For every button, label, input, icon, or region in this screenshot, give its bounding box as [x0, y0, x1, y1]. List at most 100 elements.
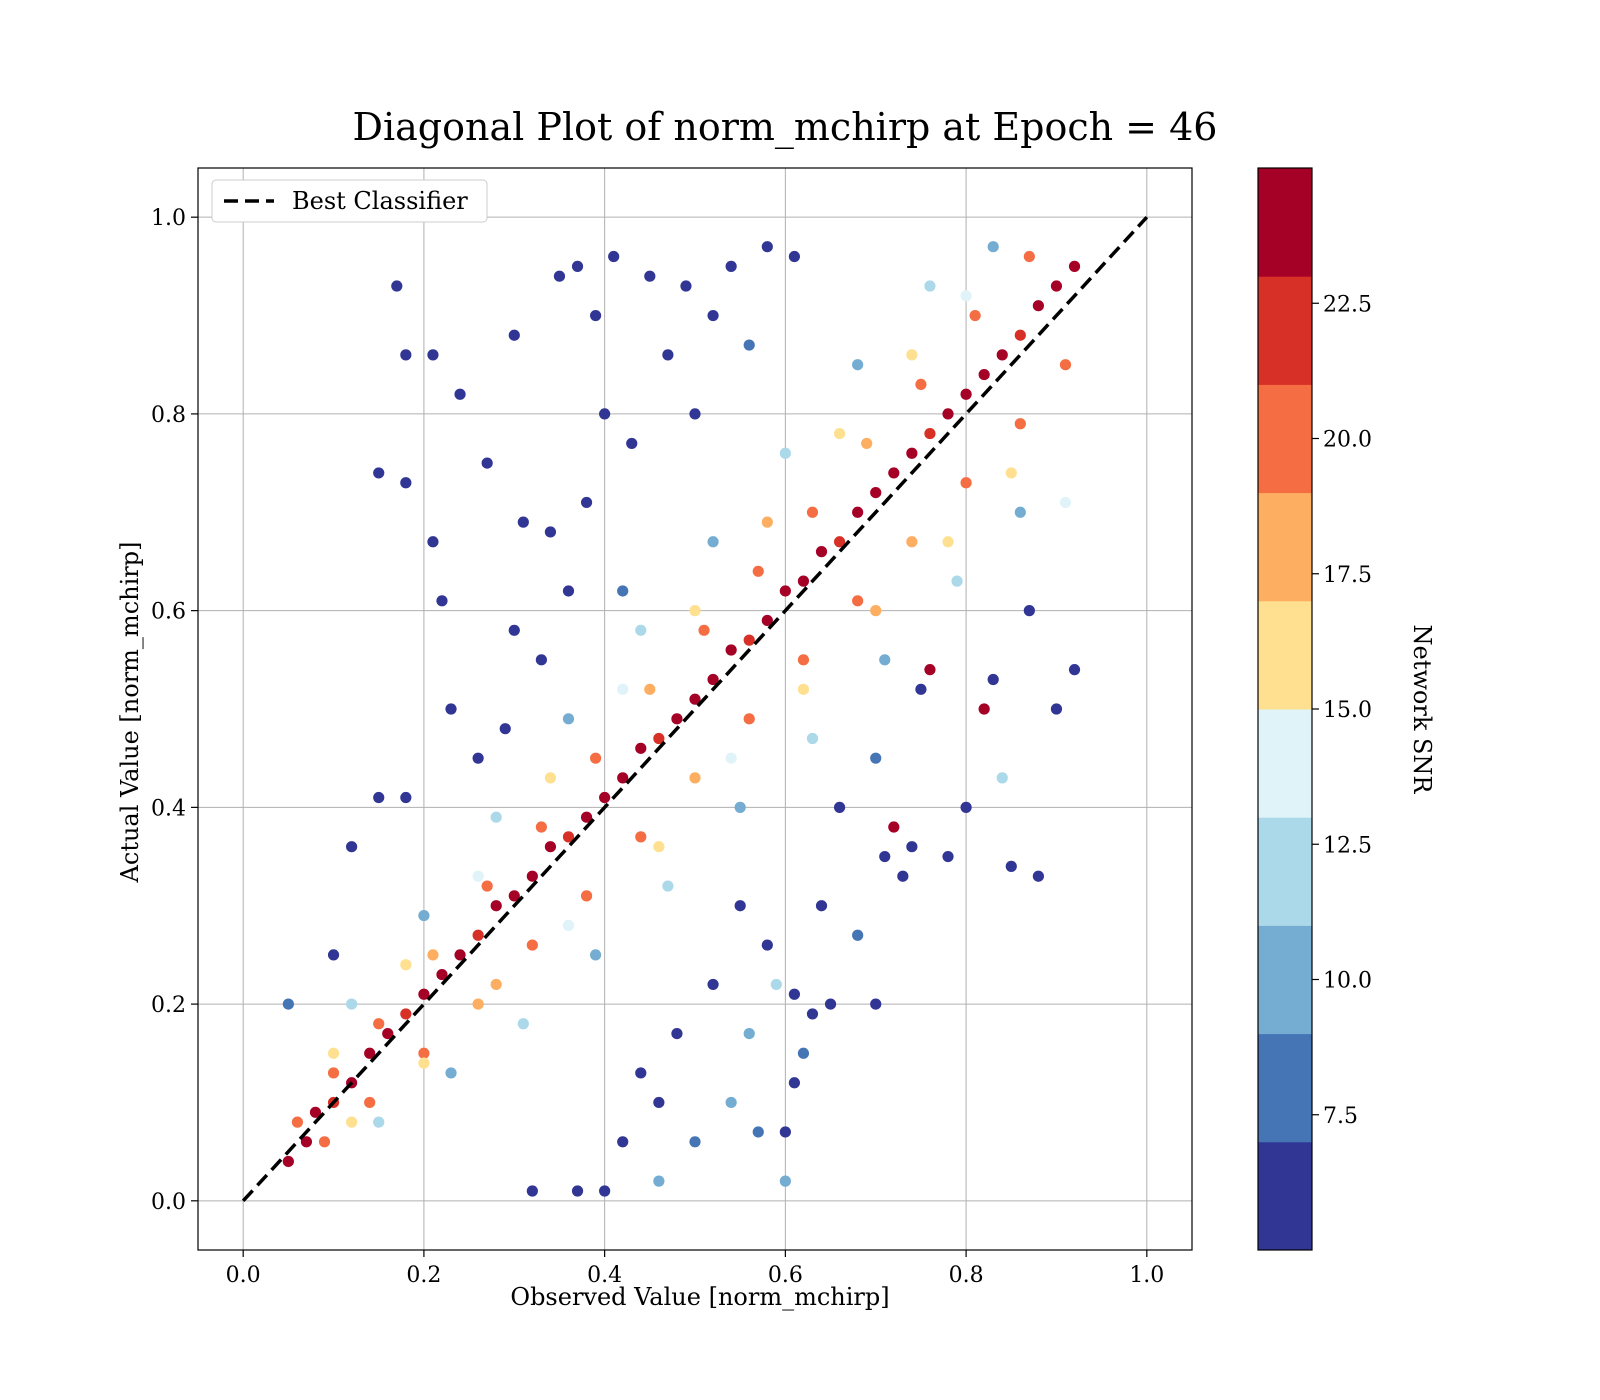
scatter-point: [508, 624, 520, 636]
scatter-point: [779, 447, 791, 459]
scatter-point: [562, 585, 575, 597]
y-tick-label: 1.0: [151, 206, 186, 231]
scatter-point: [960, 477, 972, 489]
legend-entry-label: Best Classifier: [292, 187, 468, 215]
scatter-point: [599, 791, 611, 804]
scatter-point: [562, 713, 575, 725]
scatter-point: [951, 575, 963, 587]
scatter-point: [427, 949, 439, 961]
colorbar-tick-label: 22.5: [1323, 292, 1372, 317]
scatter-point: [1050, 280, 1063, 292]
scatter-point: [942, 850, 954, 863]
scatter-point: [490, 811, 502, 823]
scatter-point: [743, 713, 755, 725]
scatter-point: [544, 526, 557, 538]
scatter-point: [833, 536, 846, 548]
scatter-point: [635, 1067, 647, 1079]
scatter-point: [644, 683, 656, 695]
scatter-point: [852, 359, 864, 371]
scatter-point: [671, 713, 683, 725]
scatter-point: [924, 280, 936, 292]
scatter-point: [346, 841, 358, 853]
scatter-point: [472, 998, 484, 1010]
scatter-point: [870, 752, 882, 764]
scatter-point: [707, 978, 719, 991]
scatter-point: [942, 536, 954, 548]
scatter-point: [960, 801, 972, 813]
scatter-point: [617, 683, 629, 695]
x-tick-label: 0.0: [226, 1263, 261, 1288]
scatter-point: [644, 270, 656, 282]
scatter-point: [1023, 250, 1035, 263]
scatter-point: [400, 477, 412, 489]
scatter-point: [391, 280, 403, 292]
scatter-point: [797, 575, 810, 587]
scatter-point: [526, 939, 538, 951]
scatter-point: [599, 408, 611, 420]
scatter-point: [571, 260, 584, 272]
scatter-point: [770, 978, 782, 991]
scatter-point: [472, 929, 484, 941]
scatter-point: [1014, 329, 1026, 341]
scatter-point: [1023, 605, 1035, 617]
scatter-point: [1005, 860, 1017, 872]
colorbar-band: [1258, 168, 1312, 277]
scatter-point: [590, 752, 602, 764]
scatter-point: [879, 654, 891, 666]
scatter-point: [915, 683, 927, 695]
scatter-point: [635, 624, 647, 636]
scatter-point: [942, 408, 954, 420]
colorbar-band: [1258, 276, 1312, 385]
scatter-point: [833, 801, 846, 813]
scatter-point: [535, 654, 547, 666]
y-axis-ticks: 0.0 0.2 0.4 0.6 0.8 1.0: [151, 206, 198, 1215]
scatter-point: [806, 732, 819, 745]
scatter-point: [580, 890, 593, 902]
scatter-point: [653, 1175, 665, 1187]
scatter-point: [806, 1008, 819, 1020]
colorbar-band: [1258, 1033, 1312, 1143]
colorbar: 7.5 10.0 12.5 15.0 17.5 20.0 22.5 Network SNR: [1257, 167, 1436, 1251]
scatter-point: [788, 988, 801, 1000]
colorbar-ticks: 7.5 10.0 12.5 15.0 17.5 20.0 22.5: [1312, 292, 1372, 1129]
scatter-point: [454, 949, 466, 961]
scatter-point: [364, 1096, 376, 1109]
scatter-point: [924, 427, 936, 440]
scatter-point: [833, 427, 846, 440]
scatter-point: [445, 703, 457, 715]
scatter-point: [743, 1028, 755, 1040]
scatter-point: [1014, 418, 1026, 430]
scatter-point: [707, 536, 719, 548]
scatter-point: [300, 1136, 313, 1148]
scatter-point: [490, 900, 502, 912]
scatter-point: [797, 654, 810, 666]
plot-frame: [197, 167, 1193, 1251]
scatter-point: [1005, 467, 1017, 479]
legend-box: [211, 179, 488, 223]
scatter-point: [725, 644, 737, 656]
scatter-point: [562, 919, 575, 932]
colorbar-label: Network SNR: [1408, 625, 1436, 795]
scatter-point: [906, 447, 918, 459]
scatter-point: [797, 683, 810, 695]
scatter-point: [734, 801, 746, 813]
y-tick-label: 0.0: [151, 1190, 186, 1215]
scatter-point: [436, 968, 448, 981]
scatter-point: [779, 1175, 791, 1187]
scatter-point: [689, 408, 701, 420]
scatter-point: [508, 329, 520, 341]
scatter-point: [960, 290, 972, 302]
scatter-point: [987, 241, 999, 253]
scatter-point: [373, 791, 385, 804]
scatter-point: [915, 378, 927, 390]
colorbar-tick-label: 17.5: [1323, 563, 1372, 588]
colorbar-tick-label: 10.0: [1323, 969, 1372, 994]
scatter-point: [1068, 260, 1081, 272]
scatter-point: [635, 831, 647, 843]
x-axis-ticks: 0.0 0.2 0.4 0.6 0.8 1.0: [226, 1250, 1164, 1288]
colorbar-tick-label: 15.0: [1323, 698, 1372, 723]
scatter-point: [815, 900, 828, 912]
scatter-point: [743, 634, 755, 646]
scatter-point: [987, 673, 999, 686]
